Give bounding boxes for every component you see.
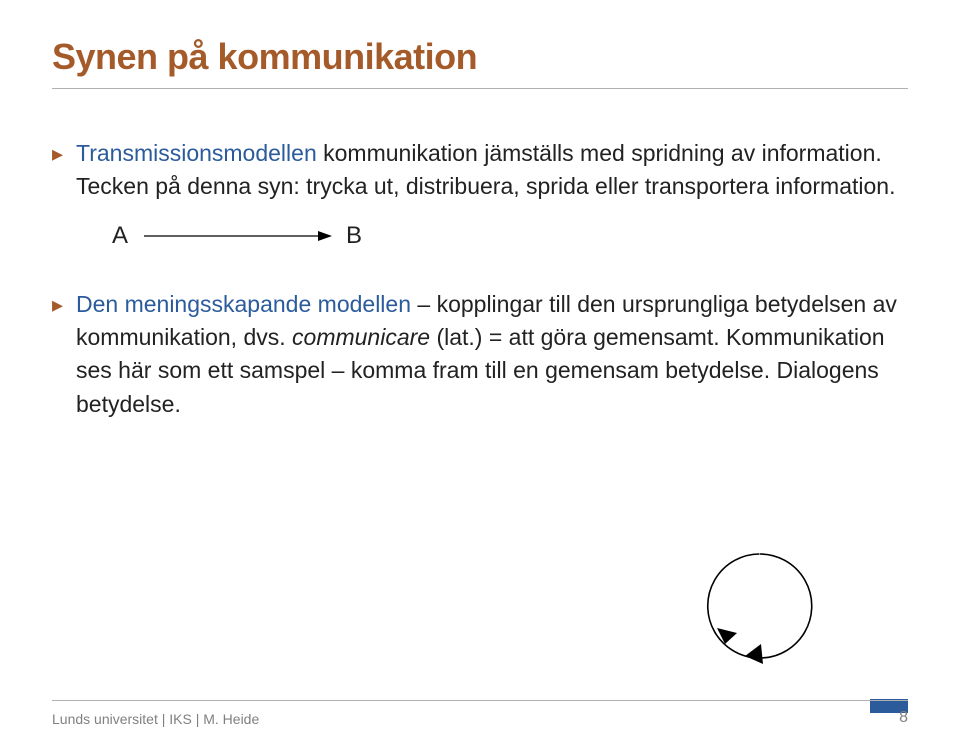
ab-label-b: B: [346, 222, 362, 250]
footer-line: Lunds universitet | IKS | M. Heide 8: [52, 709, 908, 727]
bullet-glyph-icon: ▸: [52, 288, 76, 321]
footer-rule: [52, 700, 908, 701]
bullet-list: ▸ Transmissionsmodellen kommunikation jä…: [52, 137, 908, 421]
ab-arrow-diagram: A B: [112, 222, 908, 250]
arrowhead-icon: [717, 628, 737, 644]
bullet-text-italic: communicare: [292, 324, 430, 350]
bullet-item: ▸ Den meningsskapande modellen – kopplin…: [52, 288, 908, 421]
arrowhead-icon: [745, 644, 763, 664]
slide-footer: Lunds universitet | IKS | M. Heide 8: [52, 700, 908, 727]
dialogue-circle-diagram: [700, 546, 820, 671]
bullet-lead: Transmissionsmodellen: [76, 140, 317, 166]
bullet-glyph-icon: ▸: [52, 137, 76, 170]
slide-page: Synen på kommunikation ▸ Transmissionsmo…: [0, 0, 960, 749]
bullet-body: Den meningsskapande modellen – kopplinga…: [76, 288, 908, 421]
arrow-icon: [142, 229, 332, 243]
bullet-body: Transmissionsmodellen kommunikation jäms…: [76, 137, 908, 204]
page-number: 8: [899, 709, 908, 727]
bullet-item: ▸ Transmissionsmodellen kommunikation jä…: [52, 137, 908, 204]
slide-title: Synen på kommunikation: [52, 36, 908, 89]
footer-text: Lunds universitet | IKS | M. Heide: [52, 711, 259, 727]
ab-label-a: A: [112, 222, 128, 250]
bullet-lead: Den meningsskapande modellen: [76, 291, 411, 317]
